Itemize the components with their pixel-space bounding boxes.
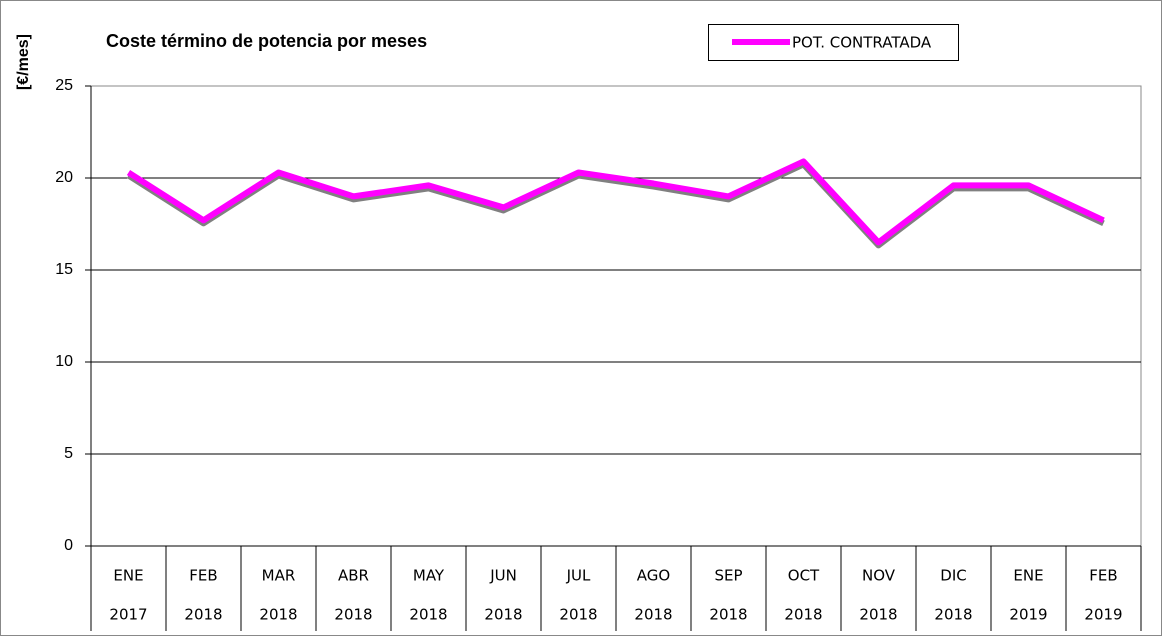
x-tick-label: 2018 <box>859 606 897 624</box>
x-tick-label: 2017 <box>109 606 147 624</box>
x-tick-label: 2018 <box>409 606 447 624</box>
y-tick-label: 15 <box>55 261 73 278</box>
x-tick-label: 2018 <box>634 606 672 624</box>
x-tick-label: ABR <box>338 567 369 585</box>
x-tick-label: FEB <box>189 567 217 585</box>
x-tick-label: SEP <box>714 567 742 585</box>
x-tick-label: FEB <box>1089 567 1117 585</box>
x-tick-label: ENE <box>1013 567 1043 585</box>
x-tick-label: JUL <box>566 567 591 585</box>
x-tick-label: 2018 <box>259 606 297 624</box>
x-tick-label: NOV <box>862 567 896 585</box>
x-tick-label: 2018 <box>484 606 522 624</box>
y-tick-label: 10 <box>55 353 73 370</box>
x-tick-label: 2018 <box>334 606 372 624</box>
x-tick-label: AGO <box>637 567 670 585</box>
x-tick-label: 2018 <box>559 606 597 624</box>
y-tick-label: 5 <box>64 445 73 462</box>
x-tick-label: JUN <box>489 567 517 585</box>
legend-label: POT. CONTRATADA <box>792 34 932 52</box>
x-tick-label: 2019 <box>1084 606 1122 624</box>
x-tick-label: ENE <box>113 567 143 585</box>
x-tick-label: DIC <box>940 567 966 585</box>
x-tick-label: MAR <box>262 567 296 585</box>
y-axis-label: [€/mes] <box>15 34 32 90</box>
y-tick-label: 25 <box>55 77 73 94</box>
x-tick-label: 2018 <box>784 606 822 624</box>
x-tick-label: MAY <box>413 567 445 585</box>
x-tick-label: 2018 <box>184 606 222 624</box>
y-tick-label: 0 <box>64 537 73 554</box>
x-tick-label: 2018 <box>934 606 972 624</box>
x-tick-label: 2018 <box>709 606 747 624</box>
line <box>126 158 1105 246</box>
chart-title: Coste término de potencia por meses <box>106 31 427 51</box>
x-tick-label: 2019 <box>1009 606 1047 624</box>
x-tick-label: OCT <box>788 567 820 585</box>
y-tick-label: 20 <box>55 169 73 186</box>
